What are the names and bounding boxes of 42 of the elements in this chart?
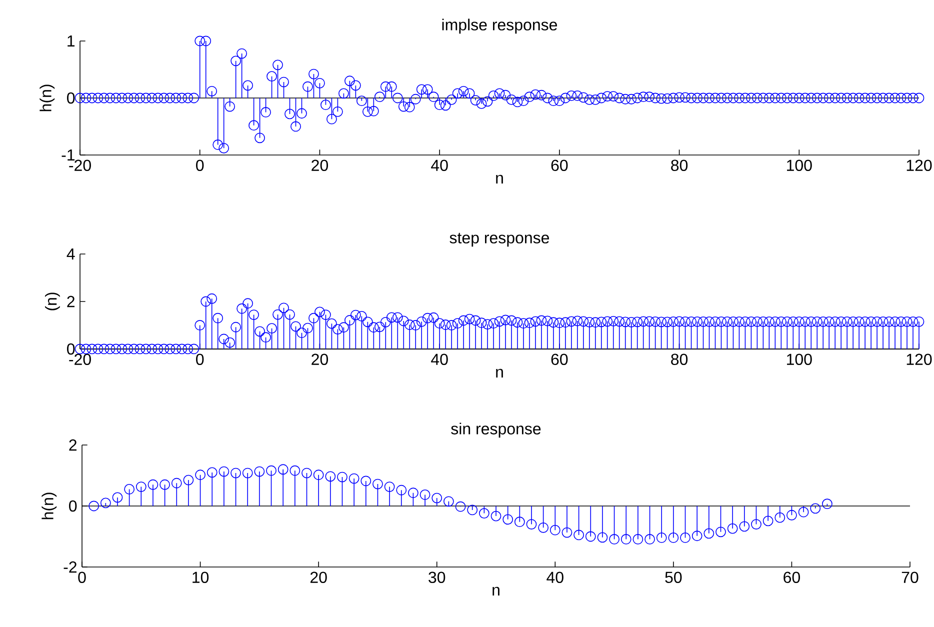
x-tick-label: -20 bbox=[69, 160, 91, 172]
y-tick-label: 4 bbox=[66, 248, 75, 260]
y-tick-label: -2 bbox=[64, 561, 76, 573]
x-tick-label: 0 bbox=[196, 160, 204, 172]
x-tick-label: -20 bbox=[69, 354, 91, 366]
x-tick-label: 120 bbox=[906, 160, 932, 172]
x-tick-label: 40 bbox=[431, 160, 448, 172]
x-tick-label: 60 bbox=[551, 160, 568, 172]
x-tick-label: 120 bbox=[906, 354, 932, 366]
x-tick-label: 20 bbox=[312, 354, 328, 366]
x-tick-label: 20 bbox=[312, 160, 328, 172]
x-tick-label: 100 bbox=[787, 354, 812, 366]
chart-title: step response bbox=[450, 232, 550, 247]
x-tick-label: 60 bbox=[784, 572, 800, 584]
y-tick-label: 0 bbox=[67, 92, 75, 104]
x-tick-label: 60 bbox=[551, 354, 568, 366]
x-tick-label: 80 bbox=[671, 160, 688, 172]
y-tick-label: 2 bbox=[69, 439, 76, 451]
y-axis-title: (n) bbox=[45, 292, 60, 310]
y-axis-title: h(n) bbox=[42, 492, 57, 520]
x-tick-label: 10 bbox=[192, 572, 209, 584]
x-tick-label: 40 bbox=[546, 572, 564, 584]
y-tick-label: 0 bbox=[67, 343, 75, 355]
y-tick-label: 0 bbox=[69, 500, 77, 512]
x-tick-label: 50 bbox=[665, 572, 682, 584]
chart-title: implse response bbox=[442, 18, 557, 34]
x-tick-label: 0 bbox=[78, 572, 86, 584]
x-tick-label: 30 bbox=[428, 572, 446, 584]
y-tick-label: 2 bbox=[67, 296, 74, 308]
y-tick-label: -1 bbox=[62, 149, 75, 160]
x-tick-label: 70 bbox=[902, 572, 918, 584]
chart-title: sin response bbox=[451, 422, 541, 438]
x-tick-label: 40 bbox=[431, 354, 448, 366]
x-axis-title: n bbox=[492, 586, 500, 596]
x-axis-title: n bbox=[496, 174, 503, 184]
y-tick-label: 1 bbox=[68, 35, 75, 46]
y-axis-title: h(n) bbox=[40, 84, 55, 112]
x-tick-label: 0 bbox=[196, 354, 204, 366]
x-tick-label: 100 bbox=[787, 160, 812, 172]
x-axis-title: n bbox=[496, 368, 503, 378]
x-tick-label: 20 bbox=[310, 572, 327, 584]
x-tick-label: 80 bbox=[671, 354, 688, 366]
